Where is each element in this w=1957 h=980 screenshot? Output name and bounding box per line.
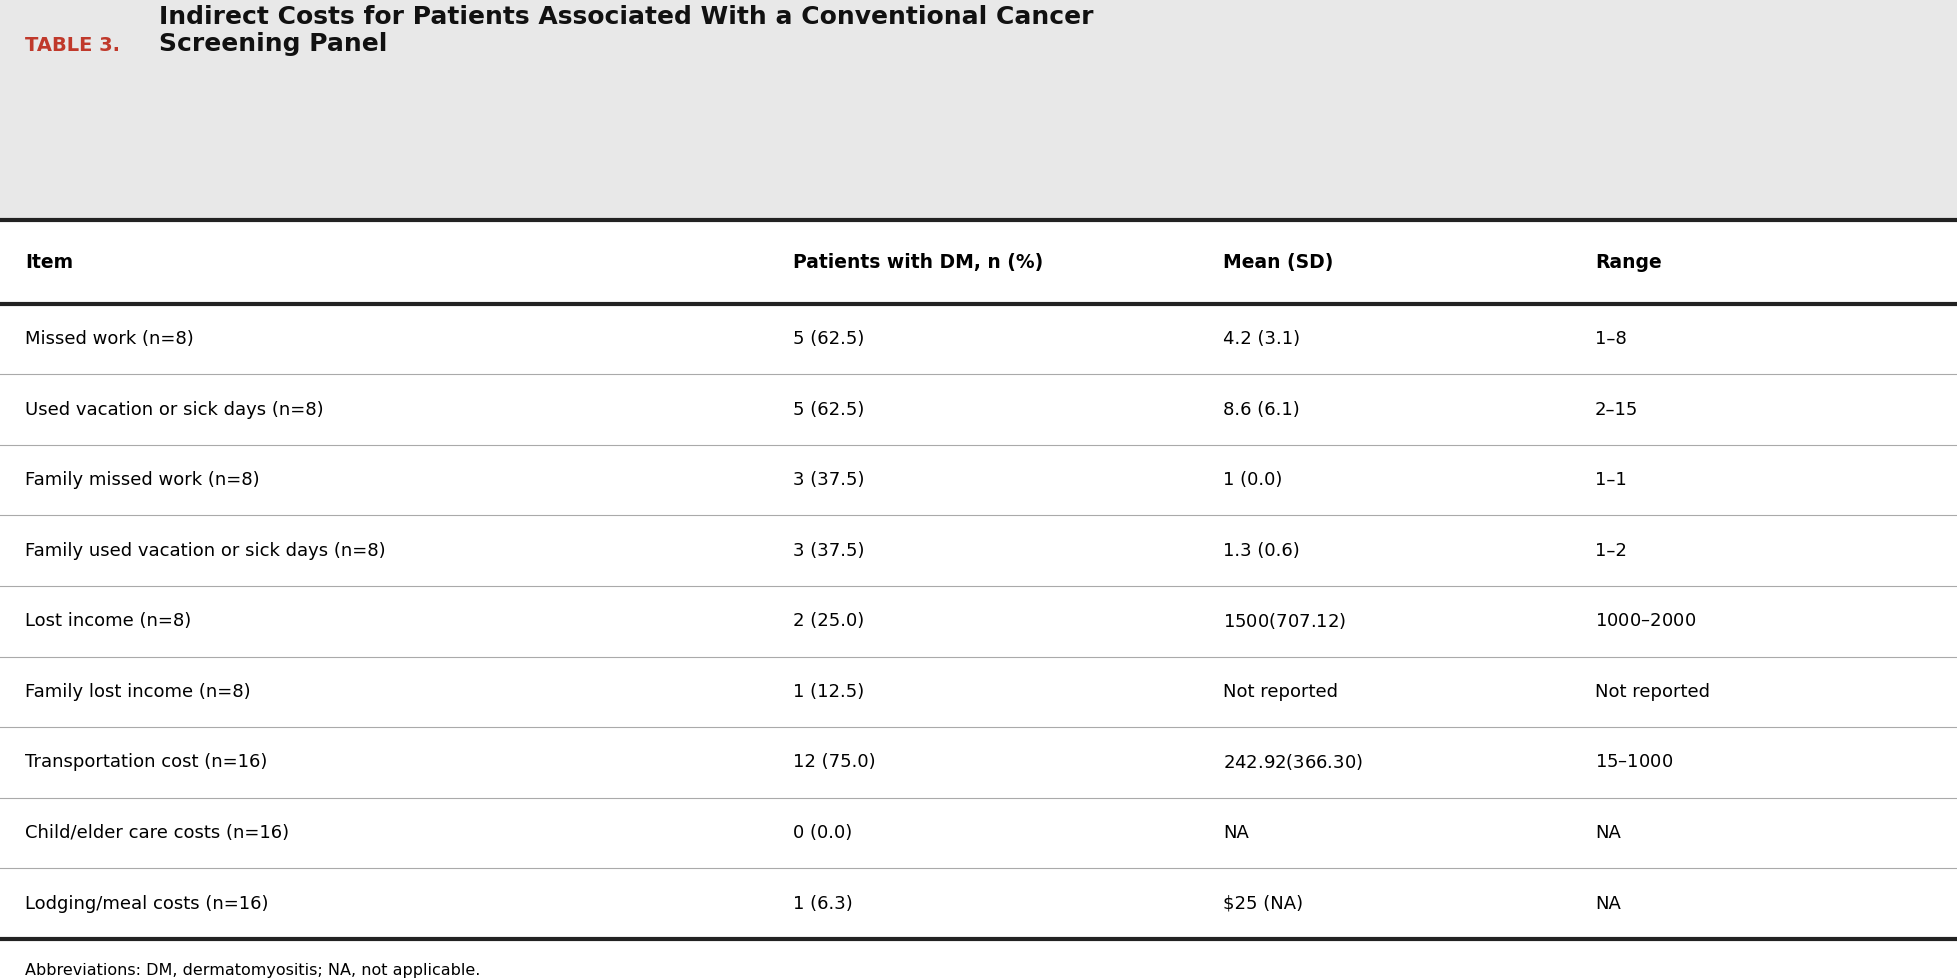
Text: $1000–$2000: $1000–$2000: [1595, 612, 1697, 630]
Text: 0 (0.0): 0 (0.0): [793, 824, 851, 842]
Text: $242.92 ($366.30): $242.92 ($366.30): [1223, 753, 1364, 772]
Text: Used vacation or sick days (n=8): Used vacation or sick days (n=8): [25, 401, 325, 418]
Text: 1 (12.5): 1 (12.5): [793, 683, 863, 701]
Text: Indirect Costs for Patients Associated With a Conventional Cancer
Screening Pane: Indirect Costs for Patients Associated W…: [159, 5, 1094, 57]
Text: Not reported: Not reported: [1595, 683, 1710, 701]
Text: 1 (6.3): 1 (6.3): [793, 895, 853, 912]
Text: Item: Item: [25, 253, 74, 271]
Text: 1–2: 1–2: [1595, 542, 1626, 560]
Text: TABLE 3.: TABLE 3.: [25, 36, 121, 56]
Text: 1–1: 1–1: [1595, 471, 1626, 489]
Bar: [0, 220, 1957, 980]
Text: 4.2 (3.1): 4.2 (3.1): [1223, 330, 1299, 348]
Text: Transportation cost (n=16): Transportation cost (n=16): [25, 754, 268, 771]
Text: 5 (62.5): 5 (62.5): [793, 401, 863, 418]
Text: 5 (62.5): 5 (62.5): [793, 330, 863, 348]
Text: 2 (25.0): 2 (25.0): [793, 612, 863, 630]
Text: NA: NA: [1223, 824, 1249, 842]
Text: 1 (0.0): 1 (0.0): [1223, 471, 1282, 489]
Text: Lost income (n=8): Lost income (n=8): [25, 612, 192, 630]
Text: $1500 ($707.12): $1500 ($707.12): [1223, 612, 1346, 631]
Text: $15–$1000: $15–$1000: [1595, 754, 1673, 771]
Text: Child/elder care costs (n=16): Child/elder care costs (n=16): [25, 824, 290, 842]
Text: Abbreviations: DM, dermatomyositis; NA, not applicable.: Abbreviations: DM, dermatomyositis; NA, …: [25, 963, 481, 978]
Text: Not reported: Not reported: [1223, 683, 1339, 701]
Text: Family used vacation or sick days (n=8): Family used vacation or sick days (n=8): [25, 542, 386, 560]
Text: NA: NA: [1595, 895, 1620, 912]
Text: 2–15: 2–15: [1595, 401, 1638, 418]
Text: Patients with DM, n (%): Patients with DM, n (%): [793, 253, 1043, 271]
Text: 1.3 (0.6): 1.3 (0.6): [1223, 542, 1299, 560]
Text: 3 (37.5): 3 (37.5): [793, 542, 865, 560]
Text: $25 (NA): $25 (NA): [1223, 895, 1303, 912]
Text: Family missed work (n=8): Family missed work (n=8): [25, 471, 260, 489]
Text: NA: NA: [1595, 824, 1620, 842]
Text: 8.6 (6.1): 8.6 (6.1): [1223, 401, 1299, 418]
Text: Family lost income (n=8): Family lost income (n=8): [25, 683, 250, 701]
Text: 3 (37.5): 3 (37.5): [793, 471, 865, 489]
Text: Missed work (n=8): Missed work (n=8): [25, 330, 194, 348]
Text: Mean (SD): Mean (SD): [1223, 253, 1333, 271]
Text: 1–8: 1–8: [1595, 330, 1626, 348]
Text: 12 (75.0): 12 (75.0): [793, 754, 875, 771]
Text: Lodging/meal costs (n=16): Lodging/meal costs (n=16): [25, 895, 268, 912]
Text: Range: Range: [1595, 253, 1661, 271]
